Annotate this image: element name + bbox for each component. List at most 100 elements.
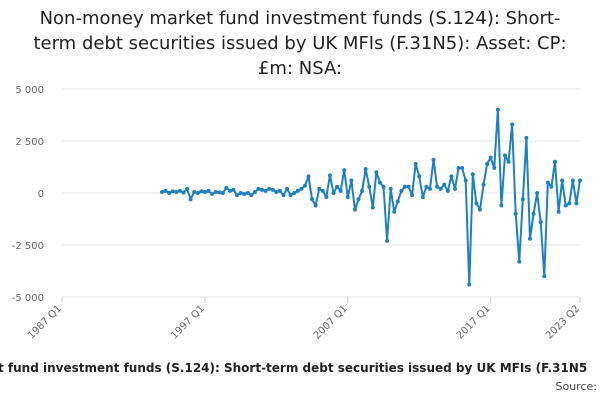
data-point [438, 186, 443, 191]
x-tick-label: 1997 Q1 [169, 303, 207, 341]
data-point [352, 207, 357, 212]
data-point [477, 207, 482, 212]
data-point [252, 189, 257, 194]
data-point [277, 188, 282, 193]
data-point [488, 155, 493, 160]
caption: t fund investment funds (S.124): Short-t… [0, 361, 587, 375]
data-point [374, 170, 379, 175]
data-point [485, 161, 490, 166]
data-point [452, 186, 457, 191]
data-point [552, 159, 557, 164]
data-point [499, 203, 504, 208]
data-point [556, 209, 561, 214]
data-point [302, 183, 307, 188]
data-point [285, 186, 290, 191]
data-point [367, 184, 372, 189]
data-point [360, 188, 365, 193]
data-point [467, 282, 472, 287]
data-point [227, 188, 232, 193]
data-point [420, 195, 425, 200]
data-point [220, 191, 225, 195]
data-point [370, 205, 375, 210]
data-point [517, 259, 522, 264]
data-point [270, 187, 275, 192]
data-point [345, 195, 350, 200]
data-point [567, 201, 572, 206]
data-point [181, 190, 186, 195]
data-point [442, 182, 447, 187]
data-point [399, 188, 404, 193]
data-point [406, 184, 411, 189]
data-point [188, 197, 193, 202]
data-point [324, 195, 329, 200]
data-point [213, 189, 218, 194]
data-point [377, 180, 382, 185]
data-point [410, 193, 415, 198]
x-tick-label: 2007 Q1 [312, 303, 350, 341]
source: Source: [556, 380, 598, 393]
data-point [320, 188, 325, 193]
data-point [206, 188, 211, 193]
data-point [217, 190, 222, 195]
data-point [392, 209, 397, 214]
data-point [527, 236, 532, 241]
data-point [570, 178, 575, 183]
data-point [356, 197, 361, 202]
data-point [424, 184, 429, 189]
x-tick-label: 2017 Q1 [455, 303, 493, 341]
data-point [174, 189, 179, 194]
data-point [417, 174, 422, 179]
data-point [502, 153, 507, 158]
data-point [513, 211, 518, 216]
data-point [242, 192, 247, 197]
data-point [327, 173, 332, 178]
chart-title: Non-money market fund investment funds (… [33, 8, 567, 79]
data-point [199, 189, 204, 194]
data-point [520, 197, 525, 202]
data-point [295, 188, 300, 193]
x-tick-label: 1987 Q1 [26, 303, 64, 341]
data-point [427, 186, 432, 191]
data-point [538, 220, 543, 225]
data-point [310, 197, 315, 202]
data-point [385, 238, 390, 243]
data-point [263, 188, 268, 193]
data-point [335, 184, 340, 189]
data-point [224, 185, 229, 190]
data-point [238, 191, 243, 195]
data-point [317, 186, 322, 191]
data-point [195, 191, 200, 195]
data-point [456, 166, 461, 171]
data-point [185, 186, 190, 191]
data-point [192, 189, 197, 194]
data-line [161, 108, 581, 286]
data-point [202, 189, 207, 194]
data-point [463, 178, 468, 183]
data-point [349, 178, 354, 183]
data-point [299, 186, 304, 191]
data-point [363, 167, 368, 172]
data-point [306, 174, 311, 179]
data-point [445, 188, 450, 193]
data-point [413, 161, 418, 166]
data-point [274, 189, 279, 194]
data-point [235, 193, 240, 198]
data-point [563, 203, 568, 208]
data-point [267, 186, 272, 191]
data-point [163, 188, 168, 193]
data-point [542, 274, 547, 279]
data-point [449, 174, 454, 179]
data-point [249, 193, 254, 198]
data-point [431, 157, 436, 162]
data-point [395, 199, 400, 204]
data-point [231, 187, 236, 192]
data-point [470, 172, 475, 177]
data-point [342, 168, 347, 173]
data-point [388, 186, 393, 191]
data-point [506, 159, 511, 164]
data-point [260, 187, 265, 192]
data-point [288, 193, 293, 198]
data-point [381, 184, 386, 189]
data-point [402, 184, 407, 189]
